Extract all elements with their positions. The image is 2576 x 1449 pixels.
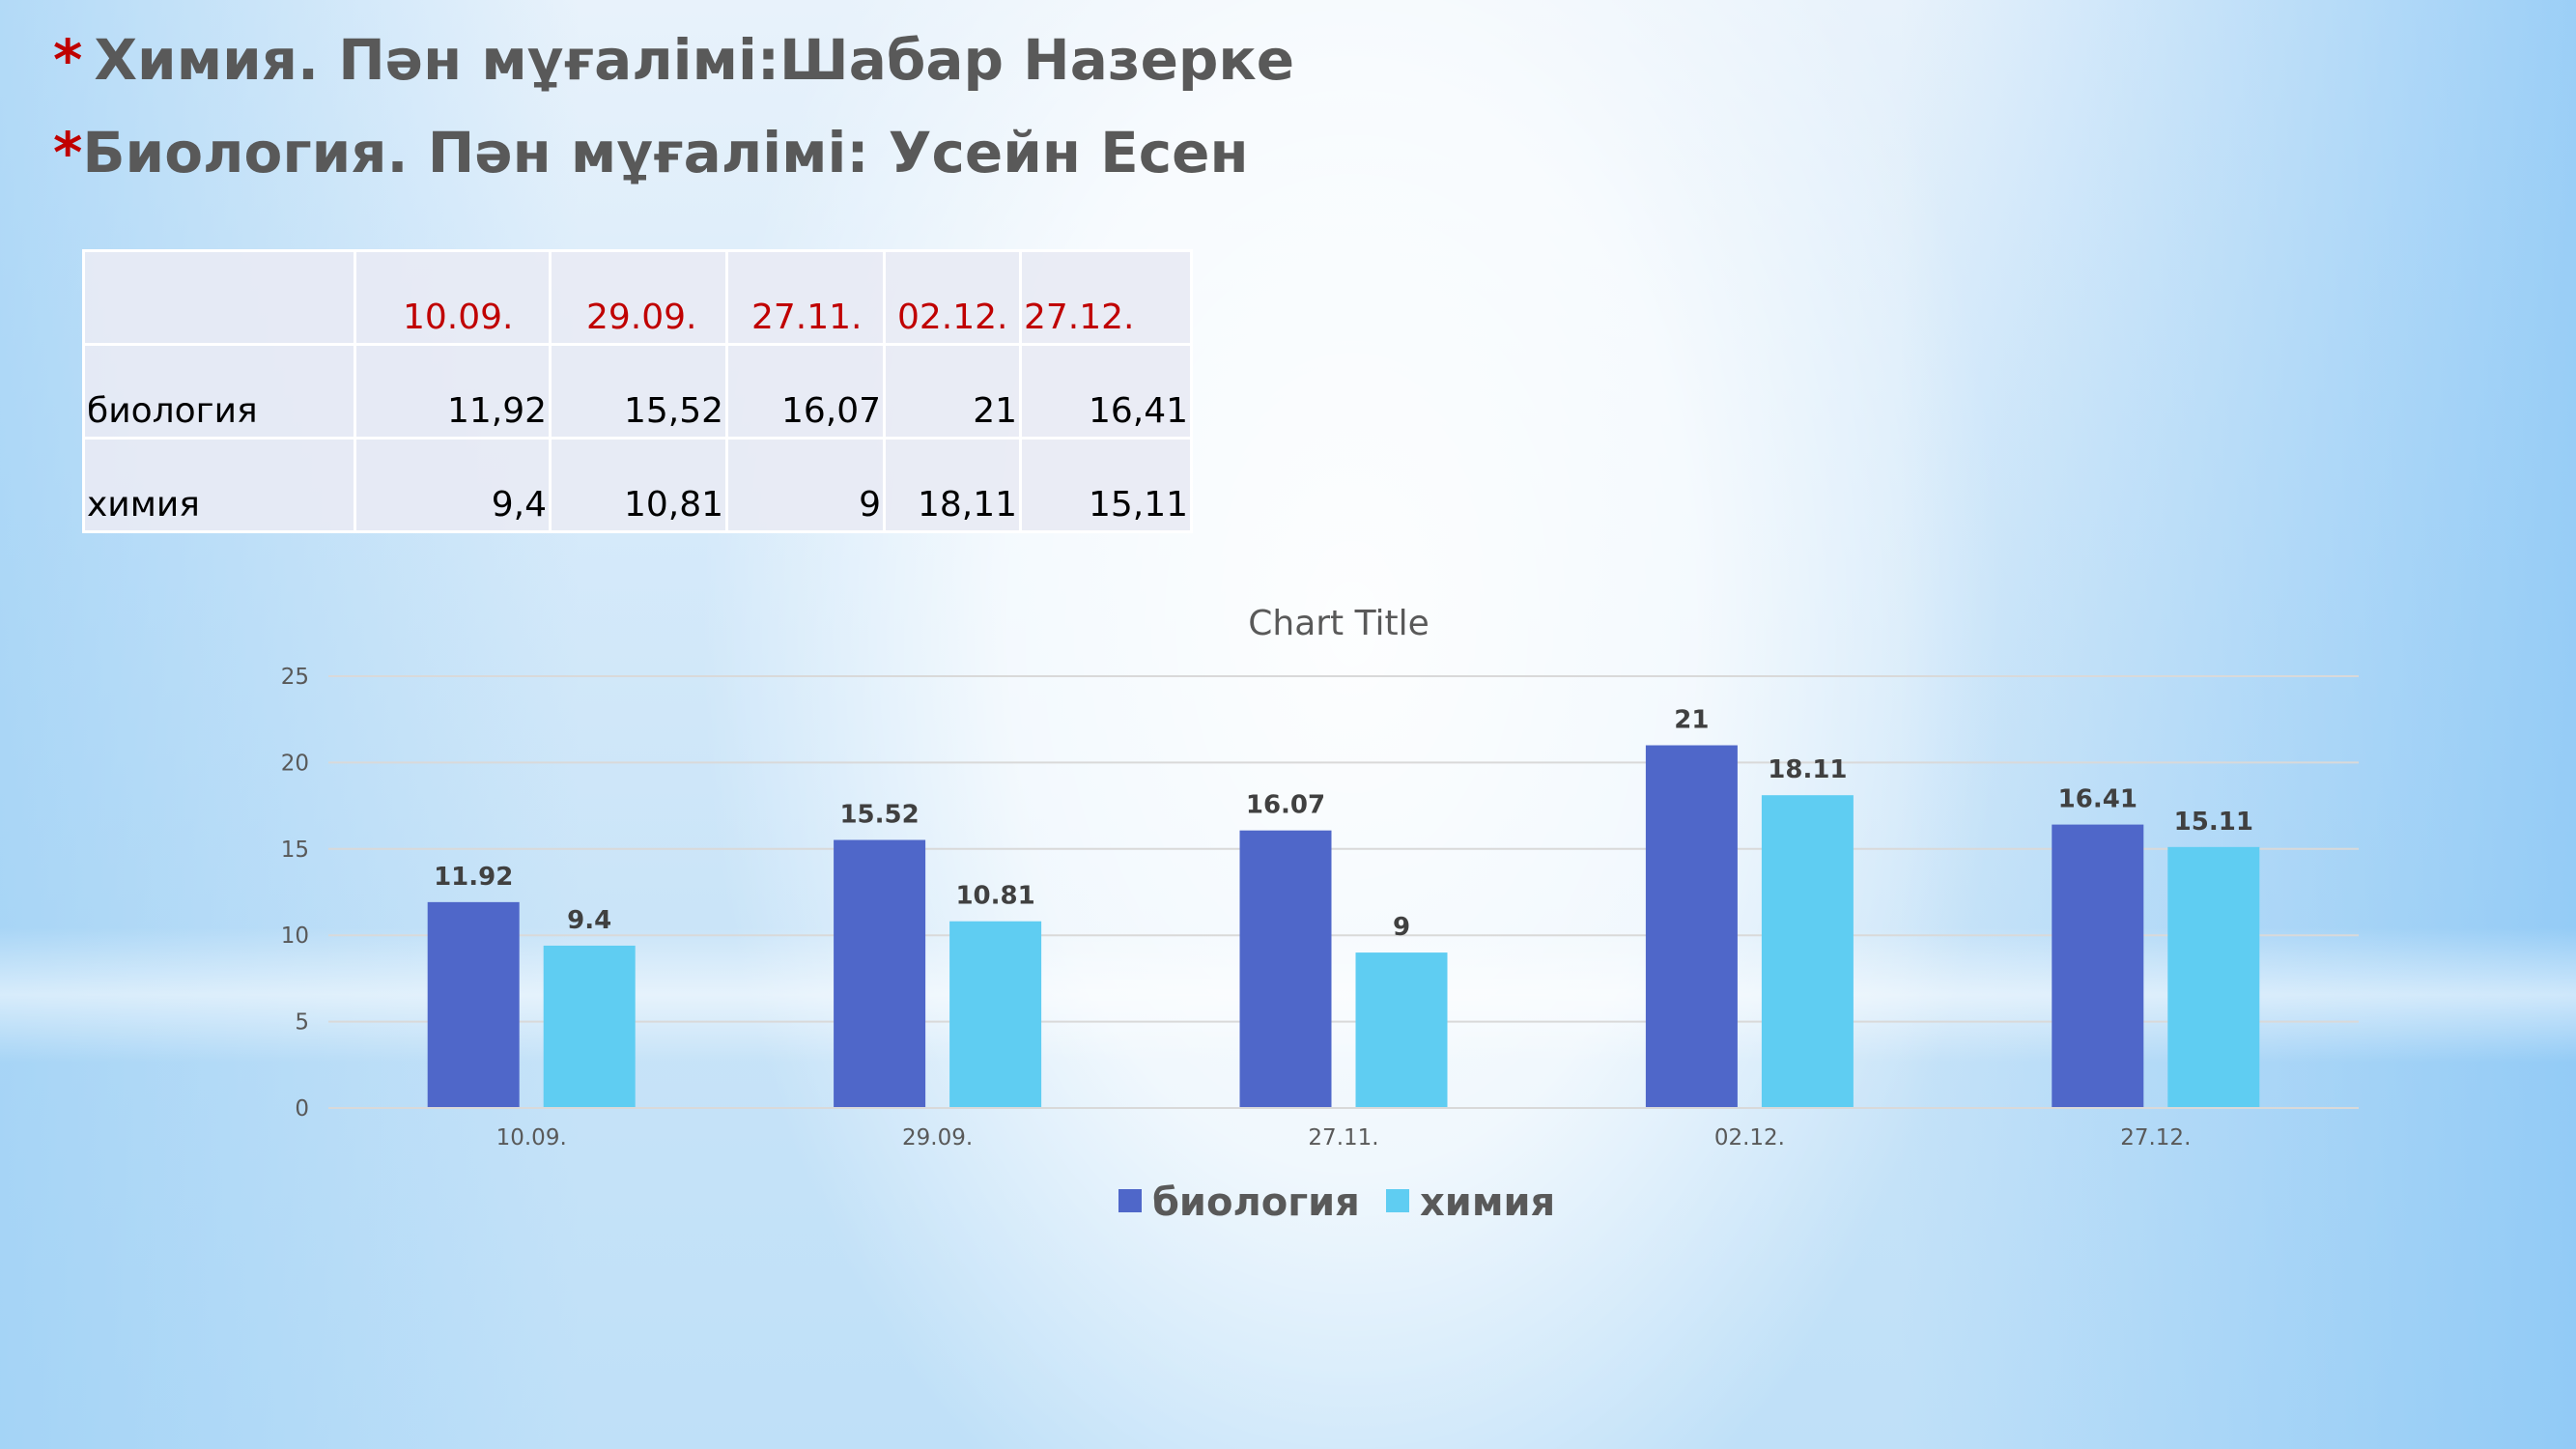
chart-title: Chart Title: [1248, 604, 1430, 643]
y-tick-label: 10: [281, 923, 309, 949]
x-tick-label: 10.09.: [496, 1125, 567, 1151]
x-tick-label: 02.12.: [1714, 1125, 1785, 1151]
data-label: 9: [1393, 913, 1410, 942]
y-tick-label: 0: [295, 1096, 309, 1122]
bar: [949, 921, 1042, 1108]
scores-table: 10.09. 29.09. 27.11. 02.12. 27.12. биоло…: [82, 249, 1193, 533]
y-tick-label: 15: [281, 838, 309, 863]
data-label: 21: [1674, 706, 1709, 735]
bar: [1239, 830, 1332, 1108]
bar: [1355, 952, 1448, 1108]
data-label: 15.52: [839, 801, 919, 830]
legend-label: химия: [1420, 1180, 1555, 1225]
bullet-star-icon: *: [53, 120, 83, 185]
background-glow-right: [1900, 0, 2576, 1449]
table-header-cell: 02.12.: [883, 249, 1022, 346]
table-header-cell: 27.12.: [1019, 249, 1193, 346]
y-tick-label: 20: [281, 751, 309, 776]
table-cell: 9: [725, 437, 886, 533]
table-cell: 10,81: [549, 437, 728, 533]
bullet-star-icon: *: [53, 27, 83, 93]
bar: [834, 839, 926, 1108]
bar: [543, 945, 636, 1108]
background-glow-left: [0, 0, 580, 1449]
x-tick-label: 29.09.: [902, 1125, 973, 1151]
legend-label: биология: [1152, 1180, 1360, 1225]
data-label: 18.11: [1768, 755, 1847, 784]
table-cell: 16,07: [725, 343, 886, 440]
data-label: 11.92: [434, 863, 513, 892]
legend-swatch: [1118, 1189, 1142, 1212]
table-row-label: химия: [82, 437, 356, 533]
table-row: биология 11,92 15,52 16,07 21 16,41: [82, 343, 1193, 440]
x-tick-label: 27.11.: [1308, 1125, 1378, 1151]
bar: [2052, 824, 2144, 1108]
data-label: 16.41: [2058, 785, 2137, 814]
legend-swatch: [1386, 1189, 1409, 1212]
bar: [1645, 745, 1738, 1108]
table-header-cell: 27.11.: [725, 249, 886, 346]
table-cell: 15,11: [1019, 437, 1193, 533]
data-label: 15.11: [2174, 808, 2253, 837]
table-cell: 18,11: [883, 437, 1022, 533]
y-tick-label: 25: [281, 665, 309, 690]
table-cell: 16,41: [1019, 343, 1193, 440]
table-cell: 9,4: [354, 437, 552, 533]
data-label: 9.4: [567, 906, 611, 935]
table-row-label: биология: [82, 343, 356, 440]
table-header-cell: 10.09.: [354, 249, 552, 346]
heading-biology-text: Биология. Пән мұғалімі: Усейн Есен: [82, 120, 1249, 185]
data-label: 16.07: [1246, 791, 1325, 820]
table-cell: 15,52: [549, 343, 728, 440]
heading-chemistry-text: Химия. Пән мұғалімі:Шабар Назерке: [94, 27, 1295, 93]
bar: [1761, 795, 1854, 1108]
table-row: химия 9,4 10,81 9 18,11 15,11: [82, 437, 1193, 533]
x-tick-label: 27.12.: [2120, 1125, 2191, 1151]
table-header-cell: [82, 249, 356, 346]
table-header-row: 10.09. 29.09. 27.11. 02.12. 27.12.: [82, 249, 1193, 346]
bar: [2167, 846, 2260, 1108]
table-cell: 11,92: [354, 343, 552, 440]
table-cell: 21: [883, 343, 1022, 440]
heading-biology: *Биология. Пән мұғалімі: Усейн Есен: [53, 120, 1249, 185]
bar: [427, 901, 520, 1108]
data-label: 10.81: [955, 882, 1034, 911]
heading-chemistry: * Химия. Пән мұғалімі:Шабар Назерке: [53, 27, 1294, 93]
table-header-cell: 29.09.: [549, 249, 728, 346]
y-tick-label: 5: [295, 1010, 309, 1036]
